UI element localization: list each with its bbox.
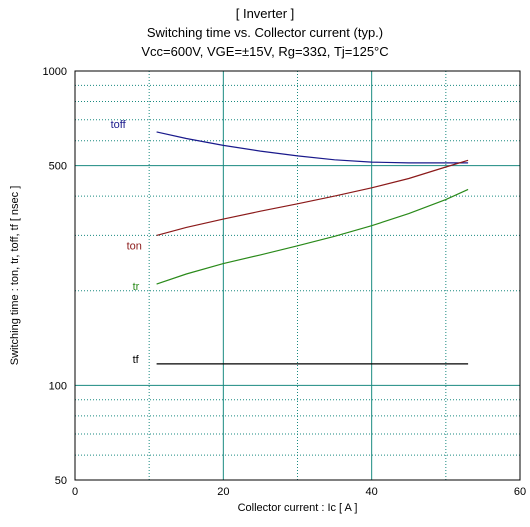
series-line-tr <box>156 188 469 285</box>
series-lines: toff ton tr tf <box>111 119 469 366</box>
tick-labels: 0 20 40 60 50 100 500 1000 <box>43 66 527 498</box>
series-label-tf: tf <box>133 354 140 366</box>
series-line-ton <box>156 159 469 236</box>
y-tick-label: 500 <box>49 161 67 173</box>
series-line-toff <box>156 131 469 164</box>
y-tick-label: 1000 <box>43 66 67 78</box>
grid-lines <box>74 71 521 480</box>
x-tick-label: 60 <box>514 486 526 498</box>
chart-title-line-1: [ Inverter ] <box>235 6 295 21</box>
series-label-tr: tr <box>133 281 140 293</box>
plot-frame <box>74 70 521 481</box>
series-label-toff: toff <box>111 119 127 131</box>
x-axis-label: Collector current : Ic [ A ] <box>238 502 358 514</box>
series-label-ton: ton <box>127 240 142 252</box>
y-axis-label: Switching time : ton, tr, toff, tf [ nse… <box>9 186 21 366</box>
chart-title-line-2: Switching time vs. Collector current (ty… <box>146 25 384 40</box>
x-tick-label: 0 <box>72 486 78 498</box>
y-tick-label: 100 <box>49 380 67 392</box>
x-tick-label: 20 <box>217 486 229 498</box>
y-tick-label: 50 <box>55 475 67 487</box>
x-tick-label: 40 <box>366 486 378 498</box>
chart-title-line-3: Vcc=600V, VGE=±15V, Rg=33Ω, Tj=125°C <box>141 44 389 59</box>
